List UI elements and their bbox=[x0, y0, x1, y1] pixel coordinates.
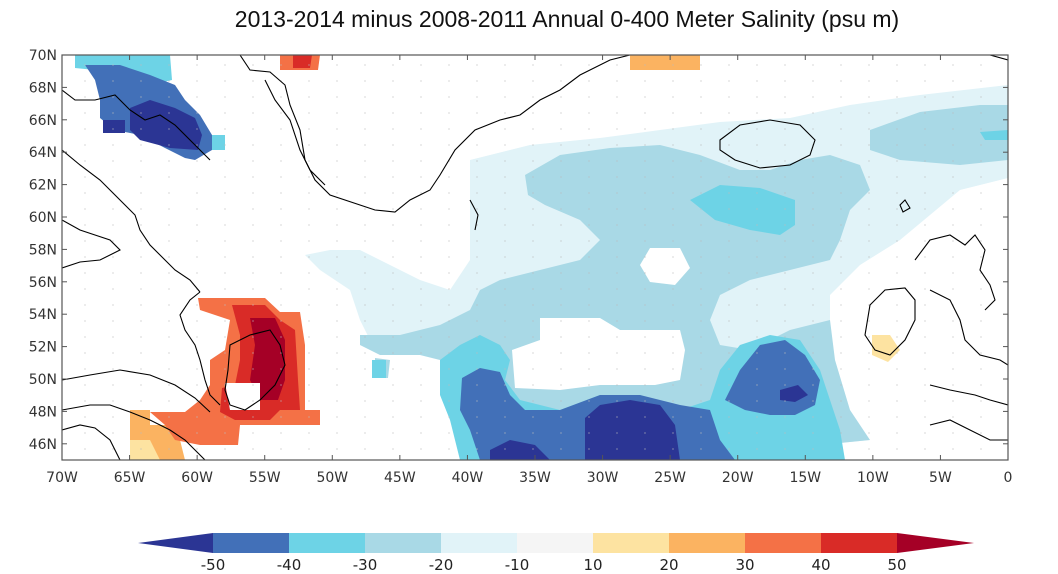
lon-tick-label: 65W bbox=[114, 470, 146, 486]
lon-tick-label: 35W bbox=[519, 470, 551, 486]
lat-tick-label: 64N bbox=[29, 145, 57, 161]
colorbar-label: -20 bbox=[429, 556, 454, 574]
colorbar-label: 30 bbox=[735, 556, 754, 574]
coastlines bbox=[62, 55, 1008, 460]
lat-tick-label: 50N bbox=[29, 372, 57, 388]
lon-tick-label: 70W bbox=[46, 470, 78, 486]
lat-tick-label: 66N bbox=[29, 113, 57, 129]
colorbar-segment bbox=[289, 533, 365, 553]
colorbar-label: -30 bbox=[353, 556, 378, 574]
colorbar-segment bbox=[213, 533, 289, 553]
lon-tick-label: 60W bbox=[181, 470, 213, 486]
colorbar-segment bbox=[441, 533, 517, 553]
colorbar-extend-high bbox=[897, 533, 974, 553]
lon-tick-label: 5W bbox=[929, 470, 952, 486]
dot-grid bbox=[62, 55, 1008, 460]
lat-tick-label: 54N bbox=[29, 307, 57, 323]
colorbar-segment bbox=[517, 533, 593, 553]
lon-tick-label: 25W bbox=[654, 470, 686, 486]
lon-tick-label: 45W bbox=[384, 470, 416, 486]
longitude-axis: 70W 65W 60W 55W 50W 45W 40W 35W 30W 25W 20W 15W 10W 5… bbox=[46, 55, 1012, 486]
colorbar-segment bbox=[745, 533, 821, 553]
latitude-axis: 70N 68N 66N 64N 62N 60N 58N 56N 54N 52N 50N 48N 46N bbox=[29, 48, 1008, 453]
lat-tick-label: 58N bbox=[29, 242, 57, 258]
colorbar-segment bbox=[821, 533, 897, 553]
lon-tick-label: 55W bbox=[249, 470, 281, 486]
lat-tick-label: 68N bbox=[29, 80, 57, 96]
colorbar-label: 20 bbox=[659, 556, 678, 574]
lon-tick-label: 50W bbox=[316, 470, 348, 486]
lat-tick-label: 52N bbox=[29, 340, 57, 356]
colorbar-extend-low bbox=[138, 533, 213, 553]
lon-tick-label: 10W bbox=[857, 470, 889, 486]
lat-tick-label: 48N bbox=[29, 404, 57, 420]
colorbar-label: -10 bbox=[505, 556, 530, 574]
lon-tick-label: 40W bbox=[452, 470, 484, 486]
lon-tick-label: 15W bbox=[789, 470, 821, 486]
colorbar-label: 10 bbox=[583, 556, 602, 574]
lat-tick-label: 62N bbox=[29, 178, 57, 194]
colorbar-label: -40 bbox=[277, 556, 302, 574]
lat-tick-label: 46N bbox=[29, 437, 57, 453]
colorbar-segment bbox=[669, 533, 745, 553]
title-container: 2013-2014 minus 2008-2011 Annual 0-400 M… bbox=[0, 0, 1058, 40]
colorbar-label: 50 bbox=[887, 556, 906, 574]
lon-tick-label: 0 bbox=[1004, 470, 1013, 486]
lat-tick-label: 70N bbox=[29, 48, 57, 64]
map-title: 2013-2014 minus 2008-2011 Annual 0-400 M… bbox=[234, 6, 900, 32]
shaded-anomaly-field bbox=[62, 55, 1008, 460]
lat-tick-label: 60N bbox=[29, 210, 57, 226]
lon-tick-label: 30W bbox=[587, 470, 619, 486]
colorbar: -50 -40 -30 -20 -10 10 20 30 40 50 bbox=[138, 533, 974, 574]
colorbar-segment bbox=[365, 533, 441, 553]
lon-tick-label: 20W bbox=[722, 470, 754, 486]
colorbar-label: -50 bbox=[201, 556, 226, 574]
colorbar-segment bbox=[593, 533, 669, 553]
lat-tick-label: 56N bbox=[29, 275, 57, 291]
colorbar-label: 40 bbox=[811, 556, 830, 574]
